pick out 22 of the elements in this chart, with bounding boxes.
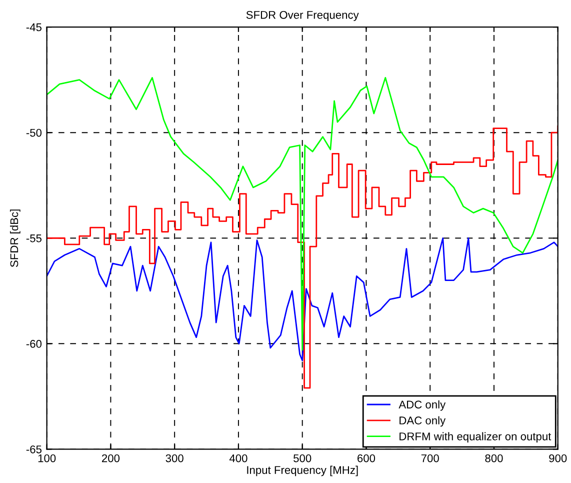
x-tick-label: 800 [485,454,503,462]
x-tick-label: 100 [38,454,56,462]
y-tick-label: -45 [26,23,42,32]
x-tick-label: 400 [229,454,248,462]
line-series [46,77,558,351]
line-series [46,237,558,362]
x-tick-label: 200 [102,454,120,462]
y-tick-label: -65 [26,445,42,454]
legend-label: ADC only [398,400,446,411]
y-tick-label: -55 [26,234,42,242]
chart-title: SFDR Over Frequency [246,10,359,22]
legend-label: DRFM with equalizer on output [400,432,552,443]
legend-label: DAC only [400,416,446,427]
y-tick-label: -60 [26,340,42,348]
y-axis-title: SFDR [dBc] [10,210,20,267]
x-tick-label: 600 [358,454,376,462]
x-tick-label: 700 [421,454,439,462]
y-tick-label: -50 [26,128,42,137]
x-axis-title: Input Frequency [MHz] [247,466,358,476]
x-tick-label: 900 [549,454,567,462]
x-tick-label: 300 [166,454,184,462]
x-tick-label: 500 [294,454,312,462]
